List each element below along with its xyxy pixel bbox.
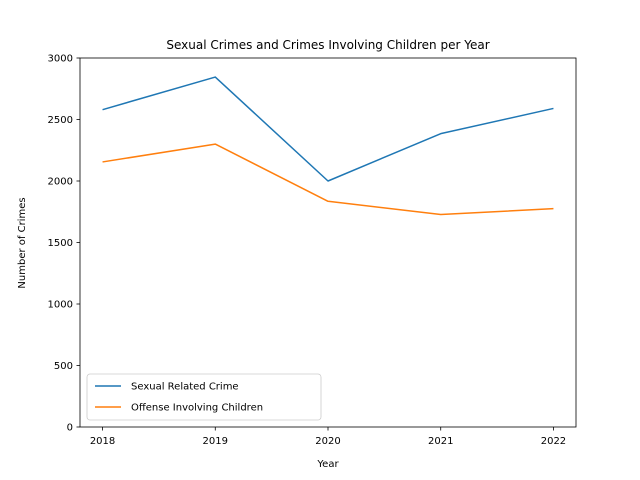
y-tick-label: 2000 [48, 177, 73, 188]
y-tick-label: 1000 [48, 300, 73, 311]
y-tick-label: 3000 [48, 54, 73, 65]
x-tick-label: 2019 [203, 436, 228, 447]
legend-label: Offense Involving Children [131, 403, 263, 414]
series-layer [102, 76, 554, 216]
plot-area [79, 57, 577, 428]
x-axis: 2018 2019 2020 2021 2022 [90, 427, 566, 447]
chart-title: Sexual Crimes and Crimes Involving Child… [166, 38, 489, 52]
plot-background [80, 58, 576, 427]
y-tick-label: 2500 [48, 115, 73, 126]
y-tick-label: 1500 [48, 238, 73, 249]
legend: Sexual Related Crime Offense Involving Ch… [86, 373, 322, 421]
legend-label: Sexual Related Crime [131, 382, 239, 393]
y-tick-label: 500 [54, 361, 73, 372]
y-axis-label: Number of Crimes [17, 197, 28, 288]
legend-box [86, 373, 322, 421]
x-axis-label: Year [316, 459, 339, 470]
x-tick-label: 2021 [428, 436, 453, 447]
x-tick-label: 2022 [541, 436, 566, 447]
y-tick-label: 0 [67, 423, 73, 434]
series-line-2 [102, 143, 554, 216]
series-line-1 [102, 76, 554, 182]
x-tick-label: 2020 [315, 436, 340, 447]
x-tick-label: 2018 [90, 436, 115, 447]
y-axis: 0 500 1000 1500 2000 2500 3000 [48, 54, 80, 434]
